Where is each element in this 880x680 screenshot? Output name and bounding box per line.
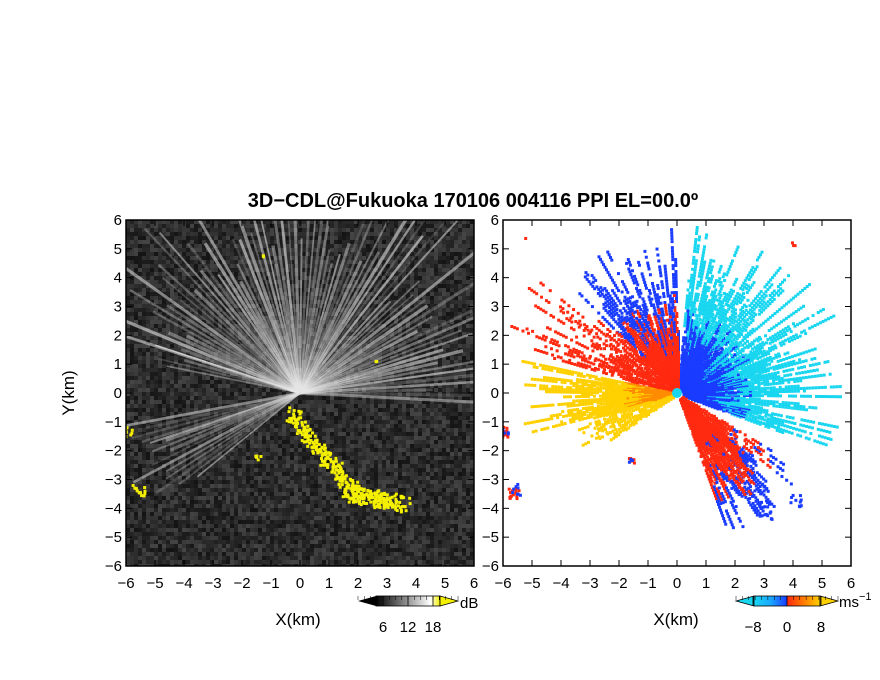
reflectivity-ylabel: Y(km) xyxy=(59,370,78,415)
colorbar-reflectivity: 6 12 18 dB xyxy=(357,595,478,636)
colorbar-ms-unit-base: ms xyxy=(839,594,859,611)
colorbar-tick-label: 12 xyxy=(400,619,417,636)
x-tick-label: 4 xyxy=(789,575,797,592)
y-tick-label: 3 xyxy=(114,299,122,316)
y-tick-label: −5 xyxy=(105,529,122,546)
y-tick-label: −5 xyxy=(482,529,499,546)
y-tick-label: 3 xyxy=(491,299,499,316)
x-tick-label: 2 xyxy=(354,575,362,592)
y-tick-label: 4 xyxy=(491,270,499,287)
y-tick-label: 1 xyxy=(491,356,499,373)
colorbar-tick-label: 18 xyxy=(425,619,442,636)
y-tick-label: −6 xyxy=(105,558,122,575)
y-tick-label: 6 xyxy=(114,212,122,229)
reflectivity-rays xyxy=(126,220,474,495)
colorbar-db-unit: dB xyxy=(460,595,478,612)
y-tick-label: −1 xyxy=(105,414,122,431)
colorbar-velocity: −8 0 8 ms−1 xyxy=(734,591,872,636)
colorbar-tick-label: 0 xyxy=(783,619,791,636)
y-tick-label: 2 xyxy=(114,327,122,344)
y-tick-label: −1 xyxy=(482,414,499,431)
x-tick-label: −4 xyxy=(175,575,192,592)
x-tick-label: −6 xyxy=(117,575,134,592)
y-tick-label: 0 xyxy=(114,385,122,402)
reflectivity-xlabel: X(km) xyxy=(275,610,320,629)
x-tick-label: −3 xyxy=(204,575,221,592)
colorbar-ms-unit: ms−1 xyxy=(839,591,872,611)
y-tick-label: 4 xyxy=(114,270,122,287)
colorbar-db-right-arrow xyxy=(439,595,460,607)
y-tick-label: 5 xyxy=(491,241,499,258)
y-tick-label: 0 xyxy=(491,385,499,402)
colorbar-tick-label: −8 xyxy=(744,619,761,636)
reflectivity-ticks: −6 −5 −4 −3 −2 −1 0 1 2 3 4 5 6 6 5 4 3 2 1 0 −1 −2 −3 −4 −5 −6 xyxy=(105,212,478,592)
velocity-xlabel: X(km) xyxy=(653,610,698,629)
figure-title: 3D−CDL@Fukuoka 170106 004116 PPI EL=00.0… xyxy=(248,190,698,212)
y-tick-label: 1 xyxy=(114,356,122,373)
panel-reflectivity: −6 −5 −4 −3 −2 −1 0 1 2 3 4 5 6 6 5 4 3 2 1 0 −1 −2 −3 −4 −5 −6 X… xyxy=(59,212,478,629)
x-tick-label: 2 xyxy=(731,575,739,592)
y-tick-label: −3 xyxy=(105,472,122,489)
radar-origin xyxy=(672,388,682,398)
colorbar-ms-unit-sup: −1 xyxy=(859,591,872,603)
colorbar-db-left-arrow xyxy=(358,596,376,606)
x-tick-label: −1 xyxy=(262,575,279,592)
x-tick-label: 0 xyxy=(296,575,304,592)
y-tick-label: −2 xyxy=(105,443,122,460)
x-tick-label: −1 xyxy=(639,575,656,592)
y-tick-label: −4 xyxy=(105,500,122,517)
x-tick-label: −5 xyxy=(146,575,163,592)
x-tick-label: 3 xyxy=(760,575,768,592)
colorbar-tick-label: 8 xyxy=(817,619,825,636)
y-tick-label: −3 xyxy=(482,472,499,489)
x-tick-label: 0 xyxy=(673,575,681,592)
x-tick-label: −3 xyxy=(581,575,598,592)
x-tick-label: 1 xyxy=(325,575,333,592)
x-tick-label: 5 xyxy=(818,575,826,592)
y-tick-label: −4 xyxy=(482,500,499,517)
colorbar-ms-right-arrow xyxy=(819,595,840,607)
x-tick-label: −2 xyxy=(610,575,627,592)
y-tick-label: 5 xyxy=(114,241,122,258)
velocity-ticks: −6 −5 −4 −3 −2 −1 0 1 2 3 4 5 6 6 5 4 3 2 1 0 −1 −2 −3 −4 −5 −6 xyxy=(482,212,855,592)
velocity-field xyxy=(503,226,842,530)
y-tick-label: −2 xyxy=(482,443,499,460)
x-tick-label: 6 xyxy=(847,575,855,592)
x-tick-label: 3 xyxy=(383,575,391,592)
x-tick-label: 5 xyxy=(441,575,449,592)
colorbar-ms-left-arrow xyxy=(734,595,755,607)
y-tick-label: 2 xyxy=(491,327,499,344)
y-tick-label: 6 xyxy=(491,212,499,229)
x-tick-label: 1 xyxy=(702,575,710,592)
x-tick-label: 6 xyxy=(470,575,478,592)
x-tick-label: −4 xyxy=(552,575,569,592)
x-tick-label: 4 xyxy=(412,575,420,592)
x-tick-label: −6 xyxy=(494,575,511,592)
x-tick-label: −5 xyxy=(523,575,540,592)
y-tick-label: −6 xyxy=(482,558,499,575)
colorbar-tick-label: 6 xyxy=(379,619,387,636)
reflectivity-echo xyxy=(126,254,412,514)
panel-velocity: −6 −5 −4 −3 −2 −1 0 1 2 3 4 5 6 6 5 4 3 2 1 0 −1 −2 −3 −4 −5 −6 X… xyxy=(482,212,855,629)
x-tick-label: −2 xyxy=(233,575,250,592)
